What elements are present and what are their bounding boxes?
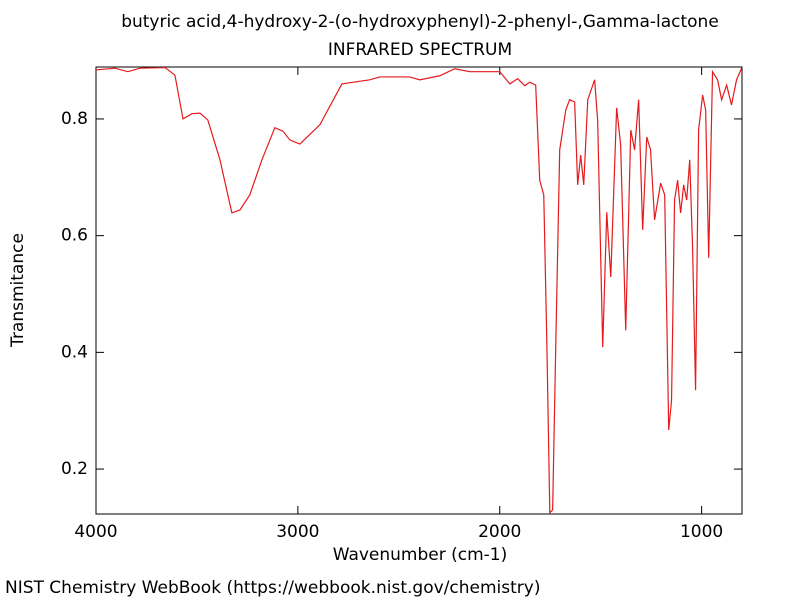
y-tick-label: 0.8 xyxy=(61,109,88,129)
y-axis-label: Transmitance xyxy=(8,233,28,348)
y-tick-label: 0.4 xyxy=(61,342,88,362)
chart-title: butyric acid,4-hydroxy-2-(o-hydroxypheny… xyxy=(121,12,719,32)
plot-frame xyxy=(95,66,743,515)
footer: NIST Chemistry WebBook (https://webbook.… xyxy=(5,578,540,598)
x-tick-label: 2000 xyxy=(478,522,521,542)
x-tick-label: 1000 xyxy=(680,522,723,542)
x-tick-label: 3000 xyxy=(276,522,319,542)
x-axis-label: Wavenumber (cm-1) xyxy=(333,545,508,565)
x-tick-label: 4000 xyxy=(74,522,117,542)
spectrum-line xyxy=(95,66,743,515)
y-tick-label: 0.2 xyxy=(61,459,88,479)
y-tick-label: 0.6 xyxy=(61,226,88,246)
chart-subtitle: INFRARED SPECTRUM xyxy=(328,40,512,60)
